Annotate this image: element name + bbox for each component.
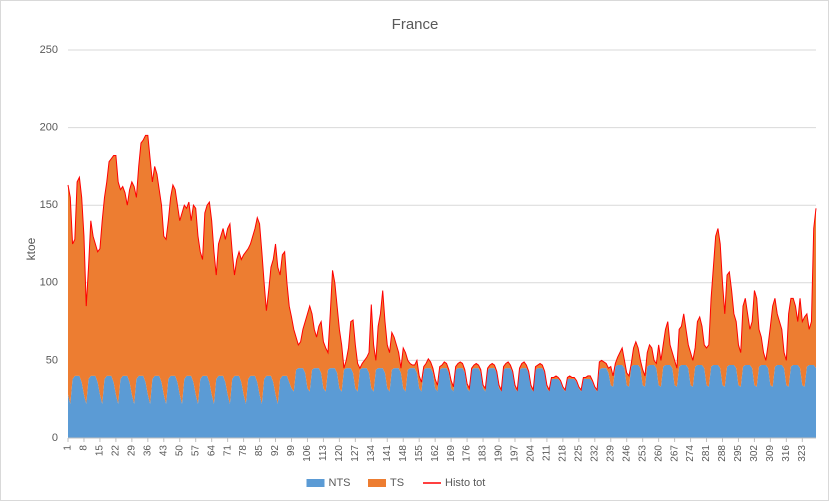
- legend-swatch: [306, 479, 325, 487]
- x-tick-label: 92: [270, 445, 281, 457]
- x-tick-label: 239: [605, 445, 616, 462]
- x-tick-label: 141: [382, 445, 393, 462]
- x-tick-label: 225: [573, 445, 584, 462]
- x-tick-label: 29: [126, 445, 137, 457]
- x-tick-label: 64: [206, 445, 217, 457]
- chart-title: France: [392, 16, 439, 33]
- x-tick-label: 120: [334, 445, 345, 462]
- x-tick-label: 197: [510, 445, 521, 462]
- x-tick-label: 323: [797, 445, 808, 462]
- x-tick-label: 274: [685, 445, 696, 462]
- y-tick-label: 150: [40, 199, 58, 211]
- x-tick-label: 281: [701, 445, 712, 462]
- line: [67, 134, 817, 392]
- x-tick-label: 183: [478, 445, 489, 462]
- x-tick-label: 253: [637, 445, 648, 462]
- x-tick-label: 134: [366, 445, 377, 462]
- x-tick-label: 22: [111, 445, 122, 457]
- legend-swatch: [368, 479, 386, 487]
- legend-label: Histo tot: [445, 477, 485, 489]
- x-tick-label: 232: [589, 445, 600, 462]
- x-tick-label: 211: [542, 445, 553, 461]
- x-tick-label: 162: [430, 445, 441, 462]
- x-tick-label: 246: [621, 445, 632, 462]
- y-axis-label: ktoe: [24, 237, 38, 260]
- x-tick-label: 106: [302, 445, 313, 462]
- y-tick-label: 0: [52, 432, 58, 444]
- x-tick-label: 148: [398, 445, 409, 462]
- x-tick-label: 309: [765, 445, 776, 462]
- x-tick-label: 50: [174, 445, 185, 457]
- x-tick-label: 218: [558, 445, 569, 462]
- x-tick-label: 15: [95, 445, 106, 457]
- x-tick-label: 260: [653, 445, 664, 462]
- x-tick-label: 267: [669, 445, 680, 462]
- x-tick-label: 57: [190, 445, 201, 457]
- x-tick-label: 169: [446, 445, 457, 462]
- y-tick-label: 200: [40, 122, 58, 134]
- x-tick-label: 176: [462, 445, 473, 462]
- x-tick-label: 113: [318, 445, 329, 461]
- y-tick-label: 100: [40, 277, 58, 289]
- legend-label: TS: [390, 477, 404, 489]
- area: [68, 365, 816, 438]
- x-tick-label: 204: [526, 445, 537, 462]
- y-tick-label: 50: [46, 354, 58, 366]
- x-tick-label: 85: [254, 445, 265, 457]
- x-tick-label: 78: [238, 445, 249, 457]
- x-tick-label: 190: [494, 445, 505, 462]
- x-tick-label: 71: [222, 445, 233, 457]
- x-tick-label: 155: [414, 445, 425, 462]
- x-tick-label: 302: [749, 445, 760, 462]
- area: [68, 135, 816, 404]
- x-tick-label: 1: [63, 445, 74, 451]
- x-tick-label: 99: [286, 445, 297, 457]
- x-tick-label: 288: [717, 445, 728, 462]
- x-tick-label: 316: [781, 445, 792, 462]
- legend-label: NTS: [329, 477, 351, 489]
- y-tick-label: 250: [40, 44, 58, 56]
- x-tick-label: 36: [142, 445, 153, 457]
- x-tick-label: 8: [79, 445, 90, 451]
- x-tick-label: 43: [158, 445, 169, 457]
- x-tick-label: 295: [733, 445, 744, 462]
- x-tick-label: 127: [350, 445, 361, 462]
